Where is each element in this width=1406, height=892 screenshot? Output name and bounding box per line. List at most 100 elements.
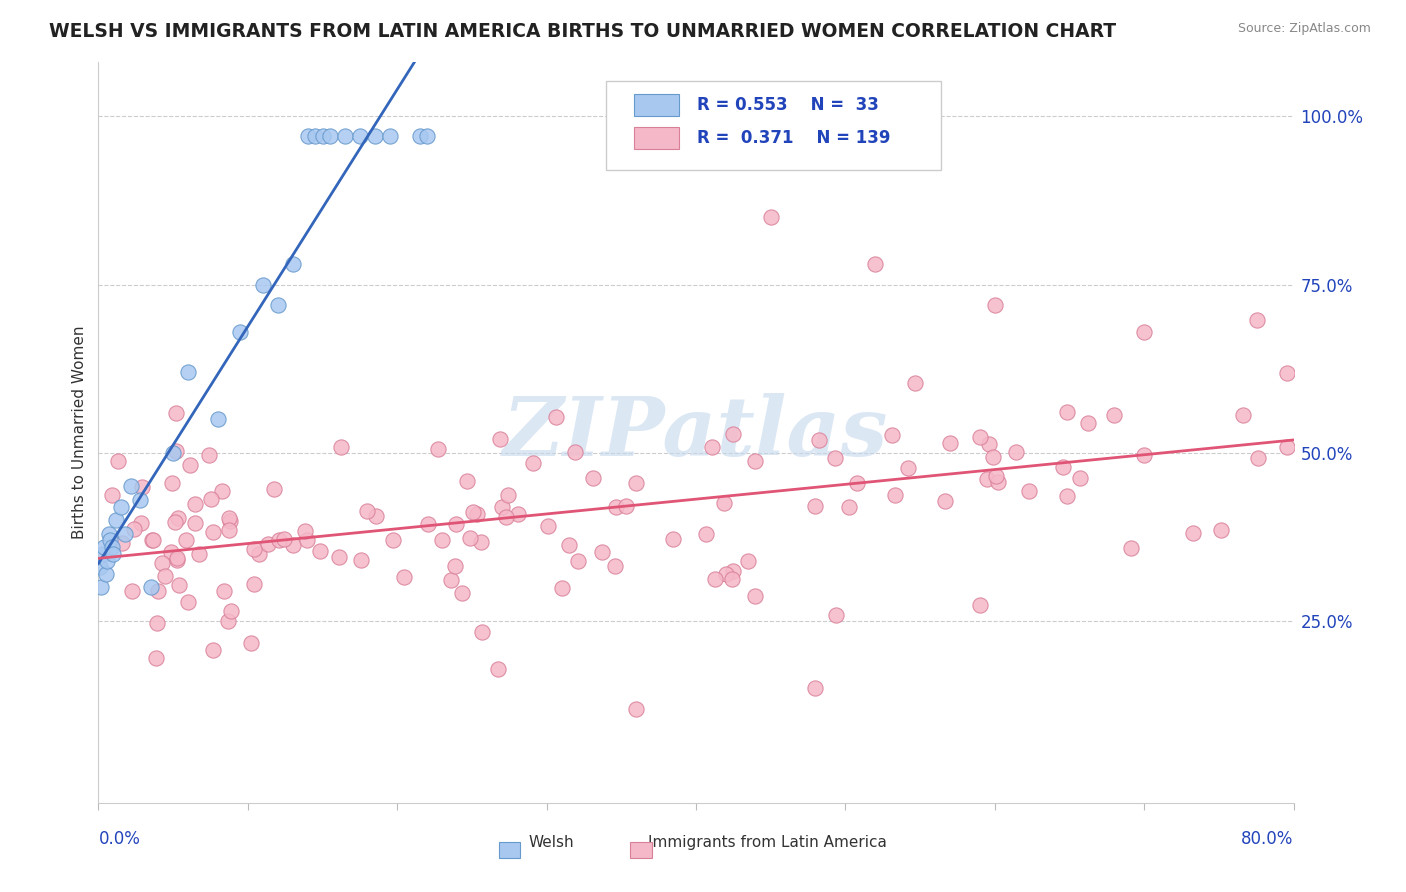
Point <box>333 129 356 144</box>
Point <box>506 507 529 521</box>
Point <box>470 535 492 549</box>
Point <box>328 549 350 564</box>
Point <box>174 533 197 547</box>
Point <box>551 582 574 596</box>
Point <box>159 545 181 559</box>
Point <box>603 558 626 573</box>
Point <box>273 533 295 547</box>
Point <box>465 507 488 521</box>
Point <box>1277 440 1299 454</box>
Point <box>986 468 1008 483</box>
Text: Source: ZipAtlas.com: Source: ZipAtlas.com <box>1237 22 1371 36</box>
Point <box>103 547 125 561</box>
Point <box>111 536 134 550</box>
Point <box>695 526 717 541</box>
FancyBboxPatch shape <box>499 842 520 858</box>
Point <box>456 475 478 489</box>
Point <box>198 448 221 462</box>
FancyBboxPatch shape <box>630 842 652 858</box>
Point <box>471 625 494 640</box>
Point <box>101 540 124 554</box>
Point <box>495 510 517 524</box>
Point <box>461 506 484 520</box>
Point <box>458 531 481 545</box>
Point <box>976 472 998 486</box>
Point <box>824 607 846 622</box>
Point <box>177 365 200 379</box>
Point <box>522 456 544 470</box>
Point <box>408 129 430 144</box>
Point <box>187 547 209 561</box>
FancyBboxPatch shape <box>634 95 679 117</box>
Point <box>1069 471 1091 485</box>
Point <box>440 574 463 588</box>
Point <box>91 547 114 561</box>
Point <box>131 516 153 530</box>
Point <box>166 550 188 565</box>
Point <box>714 566 737 581</box>
Point <box>202 643 225 657</box>
Point <box>146 615 169 630</box>
Text: 80.0%: 80.0% <box>1241 830 1294 847</box>
Point <box>720 572 742 586</box>
Point <box>582 471 605 485</box>
Point <box>97 526 120 541</box>
Point <box>263 482 285 496</box>
Y-axis label: Births to Unmarried Women: Births to Unmarried Women <box>72 326 87 540</box>
Point <box>430 533 453 547</box>
Point <box>153 568 176 582</box>
Point <box>1133 448 1156 462</box>
Point <box>165 406 187 420</box>
Point <box>450 586 472 600</box>
Point <box>166 553 188 567</box>
Point <box>247 548 270 562</box>
Point <box>721 564 744 578</box>
Point <box>378 129 401 144</box>
Point <box>444 558 467 573</box>
Point <box>184 497 207 511</box>
Point <box>702 440 724 454</box>
Point <box>1077 416 1099 430</box>
Point <box>98 533 122 548</box>
Point <box>1211 523 1233 537</box>
Point <box>1018 484 1040 499</box>
Point <box>110 500 132 514</box>
Point <box>200 491 222 506</box>
Text: 0.0%: 0.0% <box>98 830 141 847</box>
Point <box>759 211 782 225</box>
Point <box>546 409 568 424</box>
Point <box>392 570 415 584</box>
Point <box>96 553 118 567</box>
Point <box>330 440 353 454</box>
Point <box>319 129 342 144</box>
Point <box>744 454 766 468</box>
Point <box>624 476 647 491</box>
Point <box>882 428 904 442</box>
Point <box>166 444 188 458</box>
Point <box>201 524 224 539</box>
Point <box>311 129 333 144</box>
Point <box>163 516 186 530</box>
Point <box>804 681 827 696</box>
Point <box>160 476 183 491</box>
Point <box>89 560 111 574</box>
Point <box>150 556 173 570</box>
Point <box>1247 450 1270 465</box>
Point <box>218 524 240 538</box>
Point <box>356 503 378 517</box>
Point <box>1232 409 1254 423</box>
Point <box>1133 325 1156 339</box>
Point <box>129 492 152 507</box>
Point <box>256 537 278 551</box>
Point <box>295 533 318 547</box>
Point <box>1182 526 1205 541</box>
Point <box>804 499 827 513</box>
Point <box>93 540 115 554</box>
Point <box>184 516 207 530</box>
Point <box>120 479 142 493</box>
Point <box>1056 489 1078 503</box>
Point <box>217 614 239 628</box>
Point <box>267 298 290 312</box>
Point <box>211 483 233 498</box>
Point <box>139 581 162 595</box>
